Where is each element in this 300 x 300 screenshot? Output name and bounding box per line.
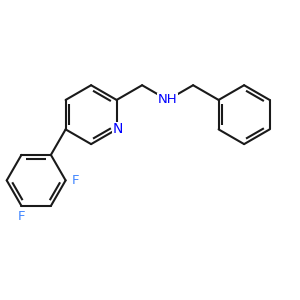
Text: NH: NH (158, 93, 177, 106)
Text: F: F (72, 174, 80, 187)
Text: F: F (18, 210, 25, 223)
Text: N: N (113, 122, 123, 136)
